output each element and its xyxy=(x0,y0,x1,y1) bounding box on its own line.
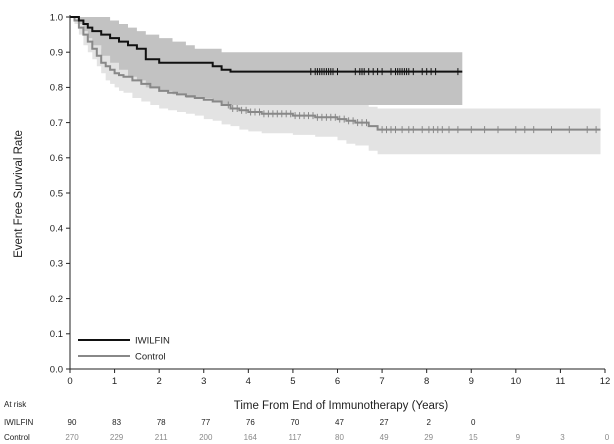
at-risk-count-control: 29 xyxy=(424,433,433,442)
at-risk-count-iwilfin: 77 xyxy=(201,418,210,427)
at-risk-count-control: 117 xyxy=(289,433,302,442)
x-tick-label: 2 xyxy=(157,376,162,387)
y-tick-label: 0.3 xyxy=(50,259,63,270)
x-tick-label: 8 xyxy=(424,376,429,387)
x-tick-label: 9 xyxy=(469,376,474,387)
y-tick-label: 0.1 xyxy=(50,329,63,340)
at-risk-count-iwilfin: 2 xyxy=(426,418,431,427)
at-risk-count-control: 0 xyxy=(605,433,610,442)
at-risk-count-iwilfin: 27 xyxy=(380,418,389,427)
at-risk-count-iwilfin: 70 xyxy=(290,418,299,427)
at-risk-count-control: 211 xyxy=(155,433,168,442)
at-risk-count-control: 3 xyxy=(560,433,565,442)
x-tick-label: 12 xyxy=(600,376,611,387)
y-tick-label: 0.0 xyxy=(50,364,63,375)
at-risk-count-iwilfin: 83 xyxy=(112,418,121,427)
x-tick-label: 6 xyxy=(335,376,340,387)
legend-label-control: Control xyxy=(135,352,166,363)
x-tick-label: 3 xyxy=(201,376,206,387)
at-risk-title: At risk xyxy=(4,400,27,409)
at-risk-count-iwilfin: 90 xyxy=(68,418,77,427)
x-tick-label: 10 xyxy=(511,376,522,387)
at-risk-count-iwilfin: 47 xyxy=(335,418,344,427)
x-tick-label: 11 xyxy=(555,376,565,387)
at-risk-count-control: 49 xyxy=(380,433,389,442)
legend-label-iwilfin: IWILFIN xyxy=(135,336,170,347)
at-risk-count-iwilfin: 76 xyxy=(246,418,255,427)
at-risk-count-control: 80 xyxy=(335,433,344,442)
x-tick-label: 7 xyxy=(379,376,384,387)
at-risk-count-control: 9 xyxy=(516,433,521,442)
at-risk-count-control: 270 xyxy=(65,433,79,442)
y-tick-label: 0.4 xyxy=(50,224,63,235)
at-risk-count-control: 164 xyxy=(244,433,258,442)
x-tick-label: 4 xyxy=(246,376,251,387)
at-risk-count-iwilfin: 0 xyxy=(471,418,476,427)
y-tick-label: 0.9 xyxy=(50,48,63,59)
x-tick-label: 0 xyxy=(67,376,72,387)
y-tick-label: 1.0 xyxy=(50,12,63,23)
at-risk-row-label-control: Control xyxy=(4,433,30,442)
at-risk-count-control: 15 xyxy=(469,433,478,442)
x-axis-label: Time From End of Immunotherapy (Years) xyxy=(234,400,449,412)
at-risk-count-control: 200 xyxy=(199,433,213,442)
y-axis-label: Event Free Survival Rate xyxy=(13,130,25,258)
at-risk-count-iwilfin: 78 xyxy=(157,418,166,427)
y-tick-label: 0.7 xyxy=(50,118,63,129)
x-tick-label: 1 xyxy=(112,376,117,387)
legend: IWILFIN Control xyxy=(78,336,170,363)
at-risk-count-control: 229 xyxy=(110,433,124,442)
y-tick-label: 0.6 xyxy=(50,153,63,164)
at-risk-row-label-iwilfin: IWILFIN xyxy=(4,418,34,427)
y-tick-label: 0.8 xyxy=(50,83,63,94)
x-tick-label: 5 xyxy=(290,376,295,387)
y-tick-label: 0.2 xyxy=(50,294,63,305)
y-tick-label: 0.5 xyxy=(50,188,63,199)
